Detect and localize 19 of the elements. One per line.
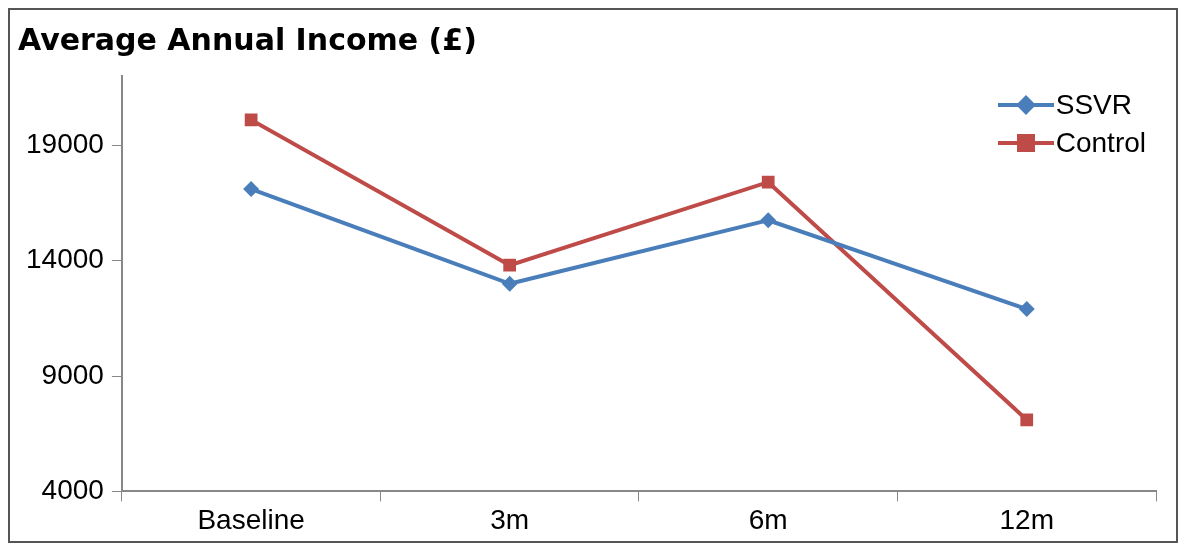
point [501,275,518,292]
chart-title: Average Annual Income (£) [18,21,477,57]
point [243,181,260,198]
y-tick-label: 4000 [41,474,104,506]
point [1018,301,1035,318]
legend-label: SSVR [1055,88,1132,122]
x-tick-label: 3m [490,503,530,535]
legend-label: Control [1055,126,1146,160]
point [761,175,775,189]
y-tick-label: 14000 [25,243,104,275]
point [1020,413,1034,427]
y-tick-label: 9000 [41,358,104,390]
x-tick-label: 12m [999,503,1054,535]
point [760,212,777,229]
x-tick-label: Baseline [197,503,305,535]
point [244,113,258,127]
x-tick-label: 6m [748,503,788,535]
point [503,258,517,272]
y-tick-label: 19000 [25,127,104,159]
